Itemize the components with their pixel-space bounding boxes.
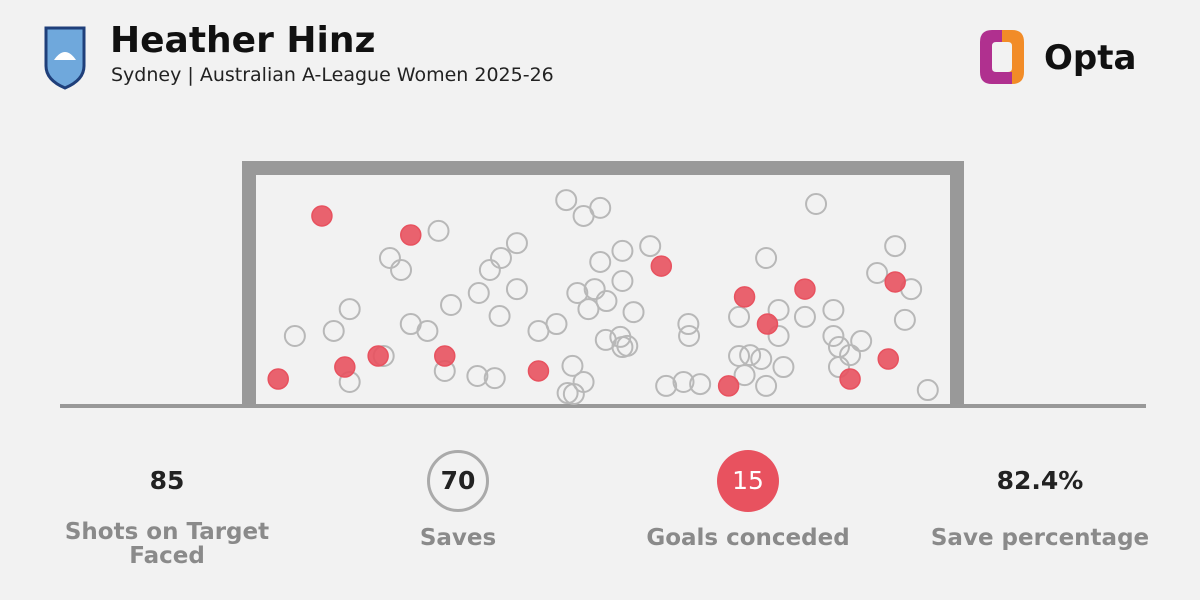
saved-shot bbox=[378, 247, 401, 270]
stat: 15 Goals conceded bbox=[628, 450, 868, 550]
goal-shot bbox=[650, 255, 673, 277]
saved-shot bbox=[893, 308, 916, 331]
goal-shot bbox=[877, 348, 899, 370]
goal-shot bbox=[717, 375, 740, 397]
goal-shot bbox=[733, 286, 756, 308]
opta-logo bbox=[980, 30, 1024, 84]
saved-shot bbox=[866, 261, 889, 284]
saved-shot bbox=[545, 313, 568, 336]
title: Heather Hinz bbox=[110, 20, 376, 61]
goal-shot bbox=[527, 360, 550, 382]
saved-shot bbox=[338, 298, 361, 321]
saved-shot bbox=[672, 371, 695, 393]
saved-shot bbox=[283, 325, 306, 347]
saved-shot bbox=[562, 382, 585, 405]
saved-shot bbox=[467, 281, 490, 304]
saved-shot bbox=[839, 344, 862, 367]
goal-shot bbox=[434, 345, 456, 367]
stat-label: Save percentage bbox=[930, 525, 1150, 551]
saved-shot bbox=[416, 319, 439, 342]
saved-shot bbox=[577, 298, 600, 321]
saved-shot bbox=[805, 192, 828, 215]
goal-shot bbox=[884, 271, 906, 293]
saved-shot bbox=[589, 250, 612, 273]
saved-shot bbox=[390, 258, 413, 281]
stat-label: Shots on Target Faced bbox=[64, 519, 270, 569]
saved-shot bbox=[322, 319, 345, 342]
goal-shot bbox=[311, 205, 333, 227]
saved-shot bbox=[728, 345, 751, 368]
saved-shot bbox=[595, 290, 618, 313]
saved-shot bbox=[750, 348, 773, 370]
saved-shot bbox=[427, 219, 450, 242]
saved-shot bbox=[772, 356, 795, 379]
saved-shot bbox=[850, 330, 873, 353]
saved-shot bbox=[755, 247, 778, 270]
saved-shot bbox=[884, 235, 907, 258]
saved-shot bbox=[611, 239, 634, 262]
stat-label: Saves bbox=[419, 525, 497, 551]
goal-shot bbox=[794, 278, 816, 300]
goal-shot bbox=[367, 345, 389, 367]
saved-shot bbox=[440, 293, 463, 316]
brand: Opta bbox=[1044, 38, 1137, 78]
saved-shot bbox=[677, 313, 700, 336]
goal-shot bbox=[334, 356, 356, 378]
saved-shot bbox=[733, 364, 756, 387]
saved-shot bbox=[639, 235, 662, 258]
saved-shot bbox=[767, 325, 790, 347]
saved-shot bbox=[466, 365, 489, 388]
goal-shot bbox=[839, 368, 861, 390]
saved-shot bbox=[678, 325, 701, 347]
stat: 70 Saves bbox=[338, 450, 578, 550]
saved-shot bbox=[566, 281, 589, 304]
saved-shot bbox=[728, 305, 751, 328]
saved-shot bbox=[483, 367, 506, 390]
stat: 82.4% Save percentage bbox=[920, 450, 1160, 550]
saved-shot bbox=[622, 301, 645, 324]
shots bbox=[267, 189, 939, 405]
saved-shot bbox=[793, 305, 816, 328]
saved-shot bbox=[827, 356, 850, 379]
saved-shot bbox=[611, 336, 634, 359]
saved-shot bbox=[489, 247, 512, 270]
saved-shot bbox=[611, 270, 634, 293]
saved-shot bbox=[488, 304, 511, 327]
goal-shot bbox=[267, 368, 289, 390]
badge-icon bbox=[54, 52, 76, 60]
stat-value: 85 bbox=[149, 466, 185, 495]
saved-shot bbox=[583, 278, 606, 301]
saved-shot bbox=[822, 299, 845, 322]
saved-shot bbox=[916, 379, 939, 402]
saved-shot bbox=[505, 232, 528, 255]
stat-value: 15 bbox=[717, 450, 779, 512]
goal-shot bbox=[756, 313, 779, 335]
saved-shot bbox=[505, 278, 528, 301]
stat-value: 70 bbox=[427, 450, 489, 512]
goal-shot bbox=[400, 224, 422, 246]
saved-shot bbox=[555, 189, 578, 212]
saved-shot bbox=[689, 373, 712, 396]
saved-shot bbox=[561, 354, 584, 377]
saved-shot bbox=[822, 325, 845, 347]
saved-shot bbox=[556, 382, 579, 405]
saved-shot bbox=[655, 374, 678, 397]
saved-shot bbox=[767, 299, 790, 322]
subtitle: Sydney | Australian A-League Women 2025-… bbox=[111, 64, 554, 86]
saved-shot bbox=[527, 319, 550, 342]
saved-shot bbox=[478, 258, 501, 281]
saved-shot bbox=[755, 374, 778, 397]
saved-shot bbox=[739, 344, 762, 367]
stat-value: 82.4% bbox=[996, 466, 1084, 495]
ground-line bbox=[60, 404, 1146, 408]
saved-shot bbox=[589, 196, 612, 219]
stat-label: Goals conceded bbox=[646, 525, 850, 551]
stat: 85 Shots on Target Faced bbox=[47, 450, 287, 568]
